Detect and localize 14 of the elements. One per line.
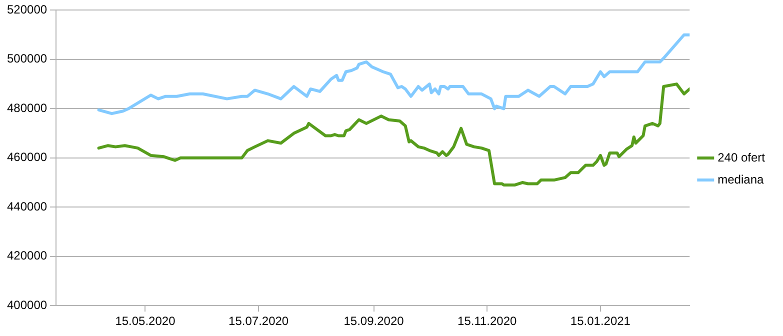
- x-tick-label: 15.09.2020: [344, 314, 404, 328]
- y-tick-label: 520000: [6, 2, 48, 17]
- y-tick-label: 440000: [6, 199, 48, 214]
- legend-label: 240 ofert: [718, 150, 766, 164]
- x-tick-label: 15.11.2020: [458, 314, 518, 328]
- y-tick-label: 400000: [6, 298, 48, 312]
- y-tick-label: 460000: [6, 150, 48, 164]
- y-tick-label: 500000: [6, 52, 48, 66]
- y-tick-label: 420000: [6, 248, 48, 263]
- x-tick-label: 15.01.2021: [570, 314, 631, 328]
- y-tick-label: 480000: [6, 100, 48, 115]
- legend-label: mediana: [718, 172, 764, 186]
- x-tick-label: 15.05.2020: [115, 314, 176, 328]
- x-tick-label: 15.07.2020: [228, 314, 289, 328]
